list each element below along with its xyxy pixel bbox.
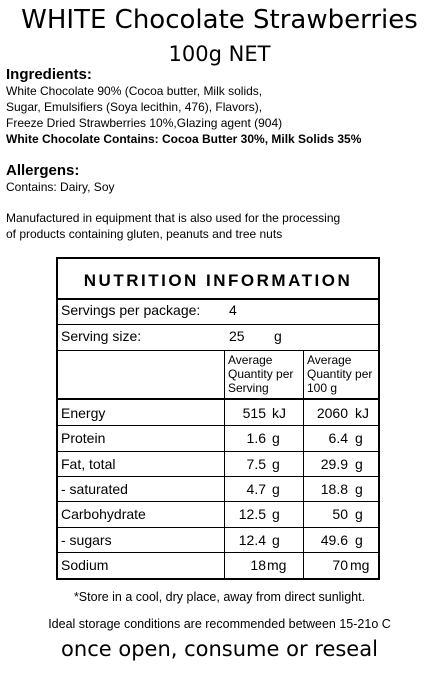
divider — [58, 398, 378, 400]
ingredients-heading: Ingredients: — [6, 66, 92, 83]
storage-note: *Store in a cool, dry place, away from d… — [73, 590, 366, 604]
serving-value: 12.5 — [238, 506, 266, 523]
product-title: WHITE Chocolate Strawberries — [21, 5, 418, 35]
manufacture-line: of products containing gluten, peanuts a… — [6, 227, 283, 241]
nutrient-name: Energy — [61, 405, 106, 421]
per100-unit: mg — [350, 556, 370, 573]
per100-column-header: Average Quantity per 100 g — [307, 353, 373, 395]
per100-value: 2060 — [316, 405, 348, 421]
divider — [58, 350, 378, 351]
servings-label: Servings per package: — [61, 302, 201, 318]
manufacture-line: Manufactured in equipment that is also u… — [6, 211, 341, 225]
serving-value: 12.4 — [238, 531, 266, 548]
allergens-heading: Allergens: — [6, 162, 80, 179]
row-divider — [58, 526, 378, 528]
per100-unit: g — [355, 455, 363, 472]
ingredients-line: White Chocolate 90% (Cocoa butter, Milk … — [6, 84, 263, 98]
serving-unit: g — [272, 531, 280, 548]
reseal-note: once open, consume or reseal — [61, 637, 378, 661]
serving-value: 515 — [242, 405, 266, 421]
row-divider — [58, 450, 378, 452]
chocolate-contains-line: White Chocolate Contains: Cocoa Butter 3… — [6, 132, 362, 146]
ingredients-line: Sugar, Emulsifiers (Soya lecithin, 476),… — [6, 100, 263, 114]
divider — [58, 298, 378, 300]
column-divider — [303, 351, 304, 578]
per100-value: 49.6 — [320, 531, 348, 548]
per100-value: 50 — [332, 506, 348, 523]
ingredients-line: Freeze Dried Strawberries 10%,Glazing ag… — [6, 116, 283, 130]
serving-size-value: 25 — [229, 328, 245, 344]
column-divider — [224, 351, 225, 578]
per100-unit: g — [355, 531, 363, 548]
nutrient-name: - saturated — [61, 480, 128, 497]
nutrient-name: - sugars — [61, 531, 112, 548]
row-divider — [58, 501, 378, 503]
row-divider — [58, 551, 378, 553]
ideal-storage-note: Ideal storage conditions are recommended… — [48, 617, 391, 631]
serving-unit: g — [272, 455, 280, 472]
nutrition-panel: NUTRITION INFORMATION Servings per packa… — [56, 257, 380, 580]
nutrient-name: Sodium — [61, 556, 109, 573]
allergens-line: Contains: Dairy, Soy — [6, 180, 115, 194]
nutrition-heading: NUTRITION INFORMATION — [83, 271, 353, 290]
serving-column-header: Average Quantity per Serving — [228, 353, 294, 395]
per100-value: 18.8 — [320, 480, 348, 497]
serving-unit: mg — [267, 556, 287, 573]
row-divider — [58, 425, 378, 427]
per100-unit: g — [355, 480, 363, 497]
per100-value: 29.9 — [320, 455, 348, 472]
serving-value: 7.5 — [246, 455, 266, 472]
nutrient-name: Fat, total — [61, 455, 116, 472]
serving-unit: g — [272, 506, 280, 523]
per100-value: 70 — [332, 556, 348, 573]
serving-size-unit: g — [274, 328, 282, 344]
per100-unit: g — [355, 430, 363, 447]
serving-size-label: Serving size: — [61, 328, 142, 344]
per100-value: 6.4 — [328, 430, 348, 447]
serving-unit: kJ — [272, 405, 286, 421]
servings-value: 4 — [229, 302, 237, 318]
per100-unit: g — [355, 506, 363, 523]
serving-unit: g — [272, 430, 280, 447]
serving-value: 4.7 — [246, 480, 266, 497]
per100-unit: kJ — [355, 405, 369, 421]
serving-value: 1.6 — [246, 430, 266, 447]
row-divider — [58, 475, 378, 477]
divider — [58, 324, 378, 325]
serving-unit: g — [272, 480, 280, 497]
nutrient-name: Carbohydrate — [61, 506, 146, 523]
nutrient-name: Protein — [61, 430, 106, 447]
net-weight: 100g NET — [168, 42, 271, 66]
serving-value: 18 — [250, 556, 266, 573]
